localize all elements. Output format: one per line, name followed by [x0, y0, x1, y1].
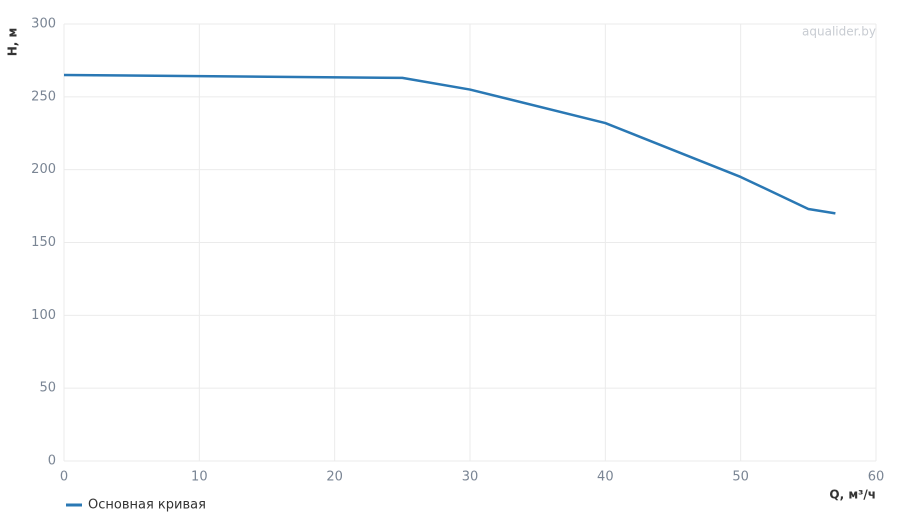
y-tick-label: 200: [31, 162, 56, 177]
x-tick-label: 20: [326, 470, 343, 485]
legend-label: Основная кривая: [88, 498, 206, 513]
y-tick-label: 150: [31, 235, 56, 250]
x-tick-label: 50: [732, 470, 749, 485]
y-tick-label: 100: [31, 308, 56, 323]
y-tick-label: 50: [39, 381, 56, 396]
x-axis-label: Q, м³/ч: [829, 488, 876, 502]
y-axis-label: H, м: [6, 28, 20, 57]
y-tick-label: 250: [31, 89, 56, 104]
x-tick-label: 10: [191, 470, 208, 485]
y-tick-label: 0: [48, 454, 56, 469]
x-tick-label: 40: [597, 470, 614, 485]
line-series: [63, 73, 836, 215]
x-tick-label: 60: [868, 470, 885, 485]
x-tick-label: 0: [60, 470, 68, 485]
x-tick-label: 30: [462, 470, 479, 485]
watermark: aqualider.by: [802, 25, 876, 39]
y-tick-label: 300: [31, 17, 56, 32]
